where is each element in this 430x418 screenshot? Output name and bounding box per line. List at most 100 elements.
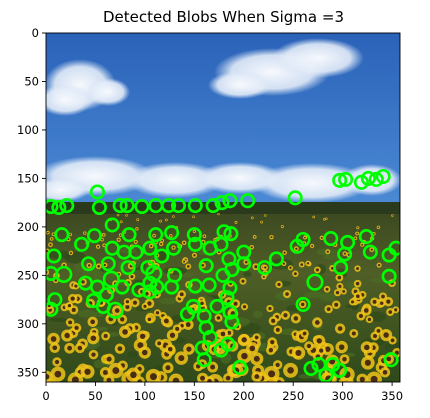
sunflower-texture [267, 337, 278, 347]
sunflower-texture [309, 243, 315, 249]
sunflower-texture [356, 373, 369, 382]
leaf-texture [179, 272, 194, 278]
blob-ring [232, 359, 248, 375]
sunflower-texture [388, 336, 397, 345]
sunflower-texture [159, 219, 162, 223]
sunflower-texture [324, 217, 328, 221]
axes-frame [45, 32, 401, 383]
sunflower-texture [376, 262, 382, 268]
sunflower-texture [355, 231, 359, 236]
sunflower-texture [250, 216, 254, 220]
blob-ring [318, 367, 334, 382]
blob-ring [209, 298, 225, 314]
sunflower-texture [95, 263, 102, 270]
sunflower-texture [145, 315, 154, 324]
blob-ring [164, 225, 180, 241]
blob-ring [140, 260, 156, 276]
sunflower-texture [293, 246, 299, 252]
blob-ring [236, 256, 252, 272]
sunflower-texture [282, 250, 287, 256]
blob-ring [311, 357, 327, 373]
blob-ring [104, 217, 120, 233]
blob-ring [362, 244, 378, 260]
sunflower-texture [312, 317, 323, 328]
sunflower-texture [145, 368, 162, 382]
sunflower-texture [264, 214, 267, 217]
sunflower-texture [266, 304, 274, 313]
blob-ring [337, 246, 353, 262]
sunflower-texture [298, 300, 307, 309]
blob-ring [375, 168, 391, 185]
sunflower-texture [165, 344, 176, 355]
sunflower-texture [169, 234, 173, 238]
leaf-texture [93, 359, 104, 369]
leaf-texture [304, 291, 323, 299]
blob-ring [164, 279, 180, 295]
sunflower-texture [356, 226, 360, 230]
blob-ring [368, 171, 384, 187]
sunflower-texture [386, 307, 395, 317]
sunflower-texture [249, 244, 255, 250]
sunflower-texture [304, 341, 314, 351]
y-tick-label: 250 [17, 268, 39, 282]
sunflower-texture [158, 241, 164, 247]
blob-ring [268, 251, 284, 267]
blob-ring [257, 260, 273, 276]
sunflower-texture [217, 212, 220, 216]
sunflower-texture [303, 235, 307, 240]
sunflower-texture [154, 339, 164, 348]
blob-ring [80, 256, 97, 272]
sunflower-texture [349, 298, 356, 306]
x-tick-label: 200 [233, 389, 255, 403]
sunflower-texture [83, 231, 87, 235]
sunflower-texture [366, 371, 382, 382]
sunflower-texture [138, 346, 151, 359]
leaf-texture [159, 297, 177, 305]
blob-ring [222, 280, 238, 296]
sunflower-texture [275, 280, 283, 289]
sunflower-texture [282, 289, 292, 299]
blob-ring [119, 198, 135, 214]
x-tick-label: 100 [134, 389, 156, 403]
sunflower-texture [377, 299, 386, 308]
x-tick-label: 0 [42, 389, 49, 403]
sunflower-texture [374, 326, 383, 335]
blob-ring [100, 256, 116, 272]
sunflower-texture [164, 218, 168, 222]
sunflower-texture [74, 342, 86, 354]
blob-rings [46, 168, 400, 382]
sunflower-texture [181, 240, 187, 246]
sunflower-texture [101, 233, 106, 237]
sunflower-texture [319, 235, 324, 241]
sunflower-texture [192, 229, 196, 234]
y-tick-label: 0 [32, 26, 39, 40]
blob-ring [222, 304, 238, 320]
sunflower-texture [128, 273, 136, 280]
sunflower-texture [353, 279, 362, 288]
x-tick-label: 300 [332, 389, 354, 403]
sunflower-texture [313, 334, 326, 347]
blob-ring [114, 279, 130, 295]
sunflower-texture [141, 302, 149, 310]
sunflower-texture [136, 218, 140, 222]
sunflower-texture [365, 315, 374, 324]
blob-ring [46, 248, 62, 264]
blob-ring [332, 172, 348, 188]
sunflower-texture [153, 309, 162, 317]
sunflower-texture [280, 225, 284, 229]
sunflower-texture [266, 345, 276, 356]
leaf-texture [252, 310, 263, 319]
sunflower-texture [112, 305, 123, 316]
blob-ring [59, 198, 75, 214]
sunflower-texture [291, 346, 306, 360]
blob-ring [134, 199, 150, 215]
sunflower-texture [287, 265, 294, 271]
blob-ring [220, 336, 236, 352]
blob-ring [196, 352, 212, 368]
blob-ring [106, 301, 124, 319]
blob-ring [222, 193, 238, 209]
sunflower-texture [171, 245, 176, 250]
blob-ring [205, 198, 221, 214]
sunflower-texture [243, 259, 250, 266]
